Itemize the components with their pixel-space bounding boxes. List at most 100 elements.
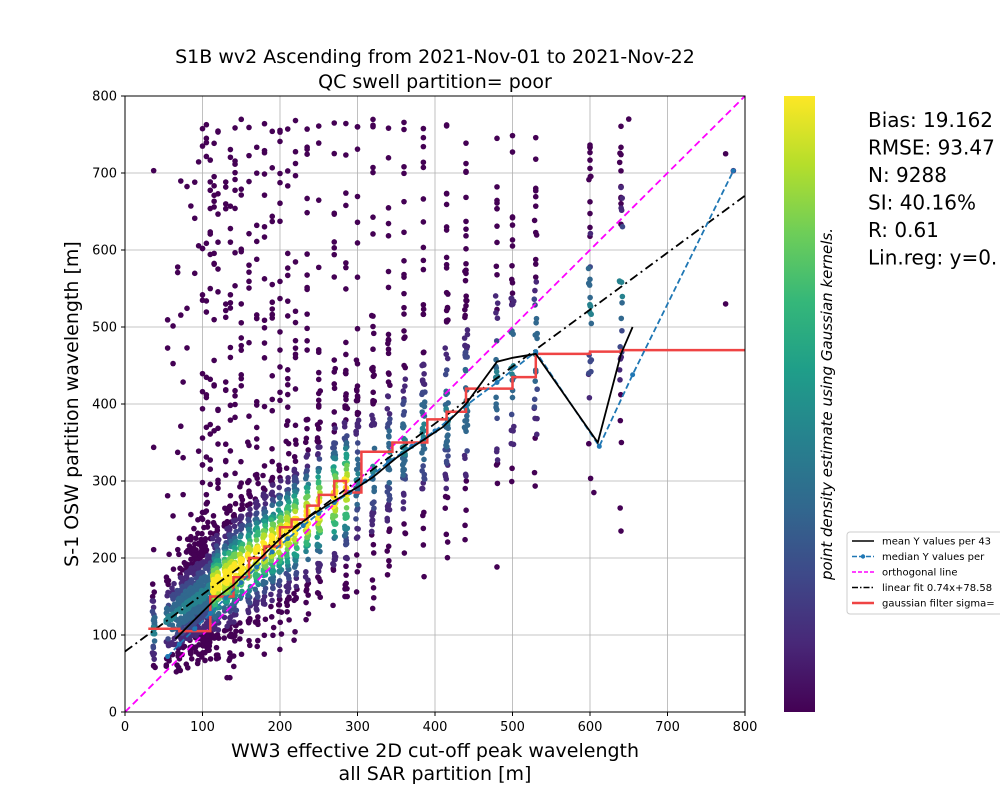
scatter-point: [170, 323, 176, 329]
scatter-point: [239, 497, 246, 503]
scatter-point: [276, 484, 283, 491]
scatter-point: [269, 396, 276, 403]
scatter-point: [292, 508, 299, 515]
scatter-point: [207, 179, 214, 185]
scatter-point: [531, 469, 538, 476]
scatter-point: [384, 515, 391, 522]
scatter-point: [332, 365, 339, 372]
scatter-point: [276, 467, 283, 474]
scatter-point: [304, 272, 310, 278]
scatter-point: [316, 456, 323, 462]
scatter-point: [305, 447, 312, 453]
scatter-point: [385, 220, 392, 227]
scatter-point: [354, 193, 361, 200]
scatter-point: [445, 317, 451, 323]
scatter-point: [331, 445, 338, 451]
scatter-point: [370, 231, 376, 237]
scatter-point: [238, 347, 245, 353]
scatter-point: [302, 439, 309, 446]
scatter-point: [221, 614, 228, 621]
scatter-point: [277, 200, 283, 207]
scatter-point: [261, 120, 268, 127]
scatter-point: [531, 396, 538, 403]
scatter-point: [618, 439, 625, 446]
scatter-point: [253, 504, 259, 511]
scatter-point: [261, 403, 268, 410]
scatter-point: [205, 519, 211, 526]
scatter-point: [401, 126, 407, 133]
scatter-point: [232, 387, 238, 394]
scatter-point: [371, 445, 378, 452]
median-point: [730, 168, 736, 174]
scatter-point: [261, 651, 268, 657]
scatter-point: [254, 475, 260, 482]
median-point: [165, 654, 171, 660]
scatter-point: [207, 229, 214, 235]
scatter-point: [587, 224, 593, 231]
scatter-point: [493, 309, 499, 316]
scatter-point: [227, 448, 234, 454]
x-tick-label: 0: [121, 720, 129, 735]
scatter-point: [402, 334, 408, 340]
scatter-point: [211, 204, 217, 210]
scatter-point: [492, 293, 499, 299]
scatter-point: [421, 573, 427, 580]
scatter-point: [330, 512, 336, 519]
scatter-point: [722, 301, 729, 307]
scatter-point: [178, 615, 184, 621]
scatter-point: [509, 262, 515, 269]
scatter-point: [315, 485, 322, 491]
scatter-point: [175, 649, 181, 656]
scatter-point: [509, 237, 516, 243]
median-point: [596, 443, 602, 449]
scatter-point: [509, 394, 516, 401]
scatter-point: [254, 618, 261, 625]
scatter-point: [199, 435, 206, 441]
scatter-point: [246, 178, 252, 185]
scatter-point: [292, 345, 299, 351]
scatter-point: [170, 513, 176, 519]
scatter-point: [443, 367, 450, 373]
scatter-point: [619, 293, 626, 300]
scatter-point: [232, 638, 238, 644]
scatter-point: [202, 509, 208, 515]
scatter-point: [343, 190, 349, 196]
scatter-point: [203, 424, 210, 431]
scatter-point: [420, 301, 427, 308]
scatter-point: [268, 603, 274, 610]
scatter-point: [261, 632, 268, 639]
scatter-point: [444, 539, 451, 545]
scatter-point: [166, 551, 172, 558]
scatter-point: [292, 160, 299, 167]
stat-line: RMSE: 93.47: [868, 136, 995, 160]
scatter-point: [222, 205, 229, 212]
scatter-point: [369, 366, 375, 373]
scatter-point: [260, 472, 266, 479]
scatter-point: [277, 138, 283, 145]
scatter-point: [164, 317, 171, 323]
scatter-point: [304, 151, 310, 157]
scatter-point: [227, 354, 234, 361]
legend-label: gaussian filter sigma=: [882, 599, 995, 610]
scatter-point: [285, 475, 291, 481]
scatter-point: [237, 506, 244, 513]
scatter-point: [171, 580, 177, 587]
scatter-point: [207, 421, 214, 428]
legend-label: linear fit 0.74x+78.58: [882, 583, 992, 594]
scatter-point: [343, 351, 349, 358]
scatter-point: [304, 425, 310, 432]
scatter-point: [178, 312, 184, 318]
scatter-point: [292, 259, 299, 265]
x-tick-label: 800: [733, 720, 758, 735]
scatter-point: [420, 266, 427, 273]
scatter-point: [585, 265, 592, 272]
scatter-point: [369, 517, 376, 523]
scatter-point: [199, 530, 205, 537]
scatter-point: [343, 202, 349, 209]
scatter-point: [199, 245, 206, 252]
scatter-point: [227, 650, 233, 656]
scatter-point: [533, 431, 540, 438]
scatter-point: [384, 548, 391, 554]
scatter-point: [463, 417, 470, 424]
scatter-point: [284, 298, 291, 304]
